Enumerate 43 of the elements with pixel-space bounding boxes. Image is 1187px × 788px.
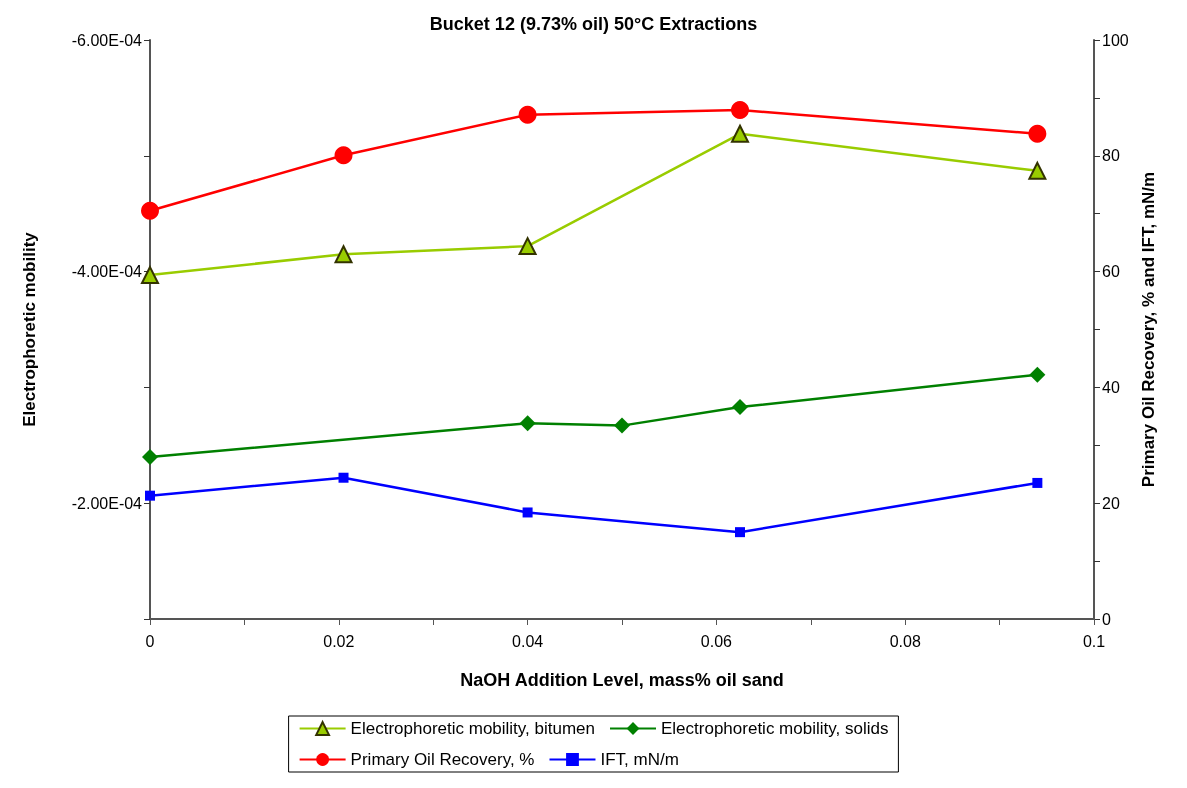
- point: [519, 415, 536, 432]
- point: [732, 399, 748, 416]
- point: [518, 105, 537, 124]
- x-axis-title: NaOH Addition Level, mass% oil sand: [460, 670, 784, 690]
- legend-label: IFT, mN/m: [600, 750, 679, 769]
- point: [338, 472, 349, 483]
- x-tick-label: 0.02: [323, 632, 355, 650]
- point: [145, 490, 155, 501]
- y2-tick-label: 100: [1102, 31, 1129, 49]
- y-tick-label: -6.00E-04: [71, 31, 143, 49]
- y2-tick-label: 60: [1102, 263, 1120, 281]
- point: [334, 245, 353, 264]
- point: [731, 124, 749, 143]
- point: [614, 417, 630, 434]
- y-tick-label: -2.00E-04: [71, 494, 143, 512]
- x-tick-label: 0.08: [889, 632, 921, 650]
- legend-label: Primary Oil Recovery, %: [350, 750, 535, 769]
- legend-label: Electrophoretic mobility, bitumen: [350, 719, 596, 738]
- x-tick-label: 0.04: [512, 632, 544, 650]
- point: [1029, 366, 1046, 383]
- point: [1028, 161, 1047, 180]
- y2-tick-label: 20: [1102, 494, 1120, 512]
- x-tick-label: 0.06: [700, 632, 733, 650]
- y-axis-title: Electrophoretic mobility: [20, 231, 39, 427]
- point: [735, 527, 745, 538]
- point: [1028, 124, 1047, 143]
- x-tick-label: 0: [145, 632, 155, 650]
- y2-tick-label: 0: [1102, 610, 1111, 628]
- point: [141, 266, 159, 285]
- point: [731, 101, 749, 120]
- point: [518, 237, 537, 256]
- point: [141, 201, 159, 220]
- y2-axis-title: Primary Oil Recovery, % and IFT, mN/m: [1138, 171, 1158, 488]
- y2-tick-label: 80: [1102, 147, 1120, 165]
- chart-title: Bucket 12 (9.73% oil) 50°C Extractions: [429, 14, 758, 34]
- y-tick-label: -4.00E-04: [71, 263, 143, 281]
- point: [522, 507, 533, 518]
- legend-label: Electrophoretic mobility, solids: [661, 719, 889, 738]
- point: [142, 448, 158, 465]
- point: [1032, 477, 1043, 488]
- x-tick-label: 0.1: [1082, 632, 1106, 650]
- point: [334, 146, 353, 165]
- y2-tick-label: 40: [1102, 378, 1120, 396]
